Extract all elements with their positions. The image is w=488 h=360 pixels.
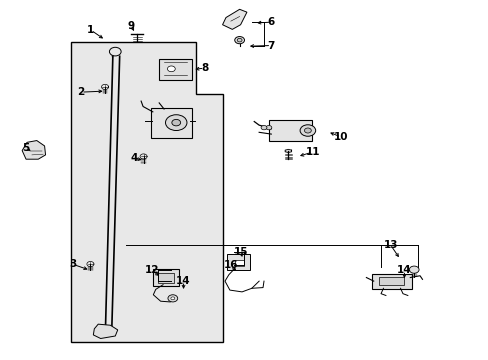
FancyBboxPatch shape	[151, 108, 191, 138]
FancyBboxPatch shape	[269, 120, 312, 141]
Circle shape	[234, 37, 244, 44]
Circle shape	[109, 47, 121, 56]
Polygon shape	[71, 42, 222, 342]
Circle shape	[265, 126, 271, 130]
Circle shape	[261, 126, 266, 130]
Bar	[234, 260, 243, 266]
Polygon shape	[102, 84, 108, 90]
Polygon shape	[285, 149, 291, 153]
Circle shape	[171, 120, 180, 126]
FancyBboxPatch shape	[371, 274, 411, 289]
Polygon shape	[93, 324, 118, 338]
Circle shape	[304, 128, 311, 133]
Circle shape	[167, 66, 175, 72]
Text: 6: 6	[267, 17, 274, 27]
Text: 7: 7	[267, 41, 274, 50]
FancyBboxPatch shape	[153, 269, 179, 286]
Polygon shape	[222, 9, 246, 30]
Text: 15: 15	[233, 247, 247, 257]
Circle shape	[170, 297, 174, 300]
Text: 5: 5	[22, 143, 30, 153]
Text: 14: 14	[396, 265, 411, 275]
Circle shape	[165, 115, 186, 131]
Circle shape	[237, 39, 242, 42]
Text: 16: 16	[223, 260, 238, 270]
Text: 2: 2	[78, 87, 84, 97]
FancyBboxPatch shape	[378, 277, 404, 285]
FancyBboxPatch shape	[158, 273, 173, 283]
Text: 3: 3	[69, 259, 76, 269]
Polygon shape	[22, 140, 45, 159]
Text: 11: 11	[305, 147, 319, 157]
Text: 14: 14	[176, 276, 190, 286]
Text: 9: 9	[127, 21, 135, 31]
Circle shape	[300, 125, 315, 136]
Text: 4: 4	[130, 153, 137, 163]
Text: 10: 10	[333, 132, 347, 142]
Polygon shape	[140, 154, 147, 159]
Polygon shape	[159, 59, 191, 80]
Text: 8: 8	[201, 63, 208, 73]
Circle shape	[408, 266, 418, 273]
Text: 13: 13	[383, 240, 397, 250]
Polygon shape	[87, 261, 94, 267]
Text: 1: 1	[87, 25, 94, 35]
Text: 12: 12	[144, 265, 159, 275]
Circle shape	[167, 295, 177, 302]
FancyBboxPatch shape	[227, 254, 249, 270]
